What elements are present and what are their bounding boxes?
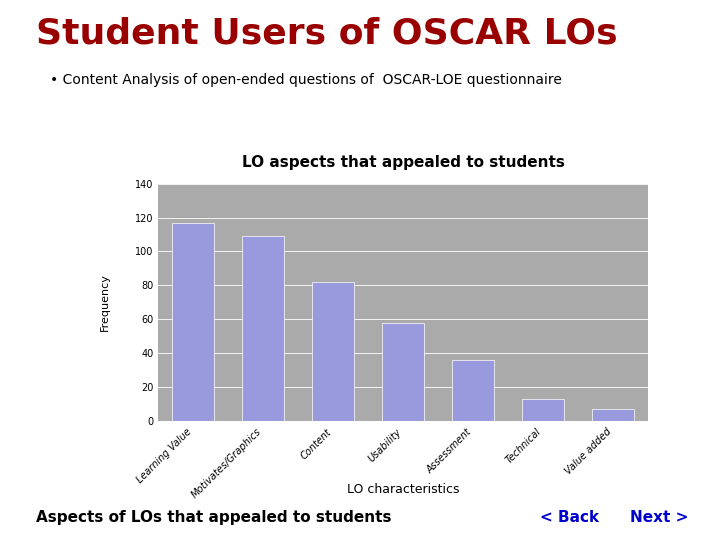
Text: Aspects of LOs that appealed to students: Aspects of LOs that appealed to students xyxy=(36,510,392,525)
Bar xyxy=(452,360,494,421)
Text: Student Users of OSCAR LOs: Student Users of OSCAR LOs xyxy=(36,16,618,50)
Text: LO aspects that appealed to students: LO aspects that appealed to students xyxy=(242,155,564,170)
Bar xyxy=(592,409,634,421)
Text: < Back: < Back xyxy=(540,510,599,525)
Text: LO characteristics: LO characteristics xyxy=(347,483,459,496)
Y-axis label: Frequency: Frequency xyxy=(99,273,109,332)
Bar xyxy=(243,236,284,421)
Bar xyxy=(522,399,564,421)
Bar xyxy=(382,323,424,421)
Text: Next >: Next > xyxy=(630,510,688,525)
Bar xyxy=(312,282,354,421)
Text: • Content Analysis of open-ended questions of  OSCAR-LOE questionnaire: • Content Analysis of open-ended questio… xyxy=(50,73,562,87)
Bar xyxy=(172,222,215,421)
